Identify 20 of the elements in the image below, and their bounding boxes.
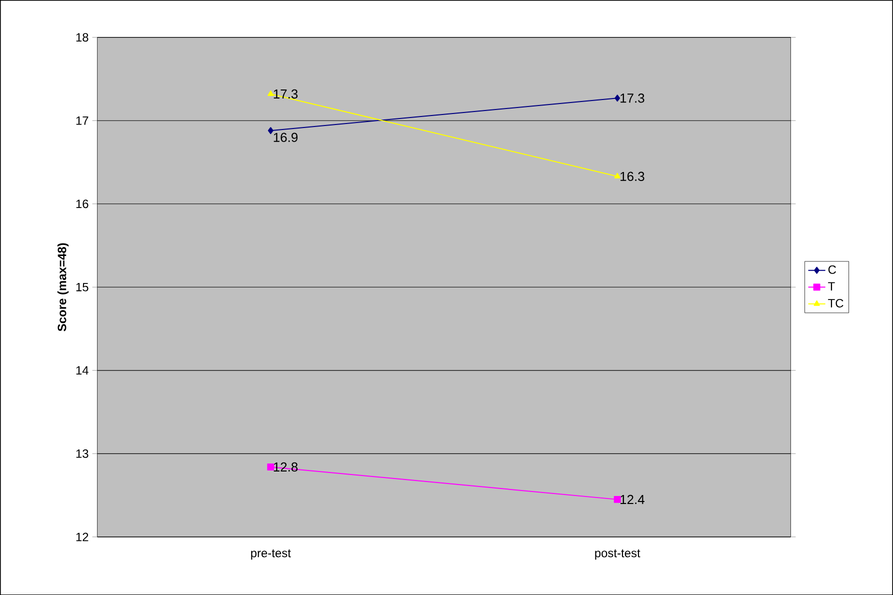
legend-label: T (828, 282, 835, 290)
data-label: 17.3 (274, 89, 298, 98)
data-label: 16.3 (620, 172, 644, 181)
y-tick-label: 13 (76, 449, 88, 458)
x-tick-label: post-test (595, 549, 640, 560)
data-label: 16.9 (274, 132, 298, 142)
y-tick-label: 15 (76, 282, 88, 292)
y-axis-title: Score (max=48) (57, 243, 69, 332)
x-tick-label: pre-test (251, 549, 291, 560)
legend-label: C (828, 265, 836, 274)
point (614, 94, 620, 102)
y-tick-label: 12 (76, 532, 88, 541)
y-tick-label: 14 (76, 366, 88, 374)
y-tick-label: 18 (76, 32, 88, 42)
y-tick-label: 16 (76, 200, 88, 208)
point (614, 496, 621, 503)
point (268, 126, 274, 134)
data-label: 17.3 (620, 93, 644, 103)
y-tick-label: 17 (76, 116, 88, 125)
legend-label: TC (828, 298, 844, 308)
